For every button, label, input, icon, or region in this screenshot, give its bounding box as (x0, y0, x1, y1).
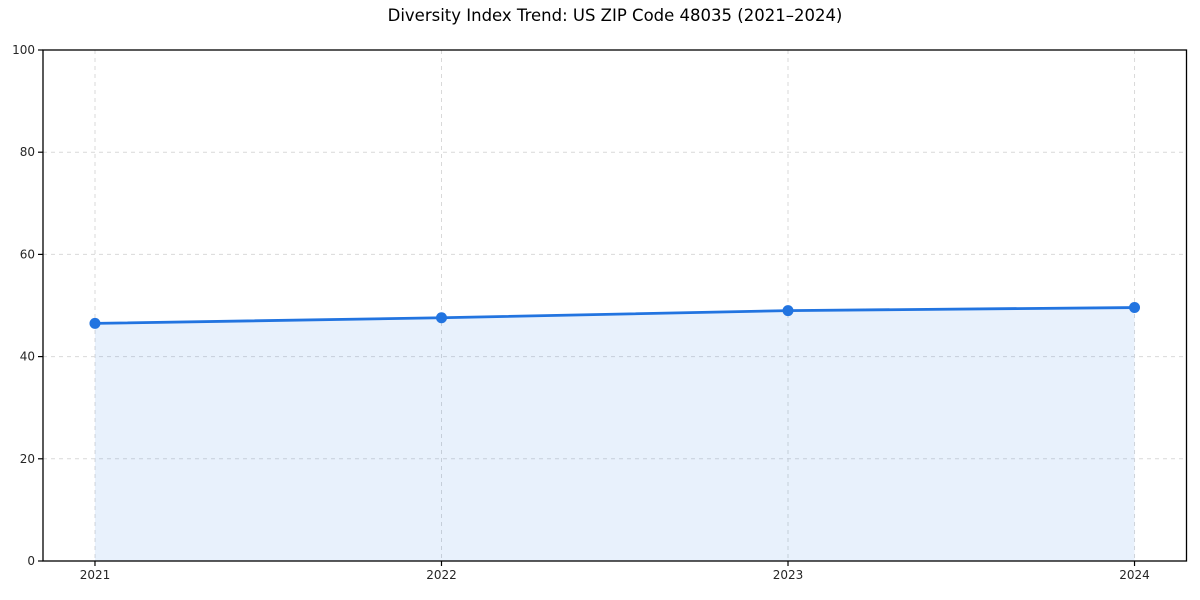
data-point-2023 (782, 305, 794, 317)
trend-line (93, 306, 1136, 325)
y-tick-label: 60 (20, 247, 35, 261)
y-tick-label: 40 (20, 350, 35, 364)
x-tick-label: 2021 (80, 568, 111, 582)
x-tick-label: 2024 (1119, 568, 1150, 582)
x-tick-label: 2022 (426, 568, 457, 582)
x-tick-label: 2023 (773, 568, 804, 582)
chart-title: Diversity Index Trend: US ZIP Code 48035… (387, 6, 843, 25)
plot-border (42, 49, 1188, 562)
area-fill (94, 307, 1135, 561)
y-tick-label: 20 (20, 452, 35, 466)
data-point-2024 (1129, 302, 1141, 314)
data-point-2021 (89, 317, 101, 329)
y-tick-label: 0 (27, 554, 35, 568)
y-tick-label: 100 (12, 43, 35, 57)
y-tick-label: 80 (20, 145, 35, 159)
data-point-2022 (435, 312, 447, 324)
